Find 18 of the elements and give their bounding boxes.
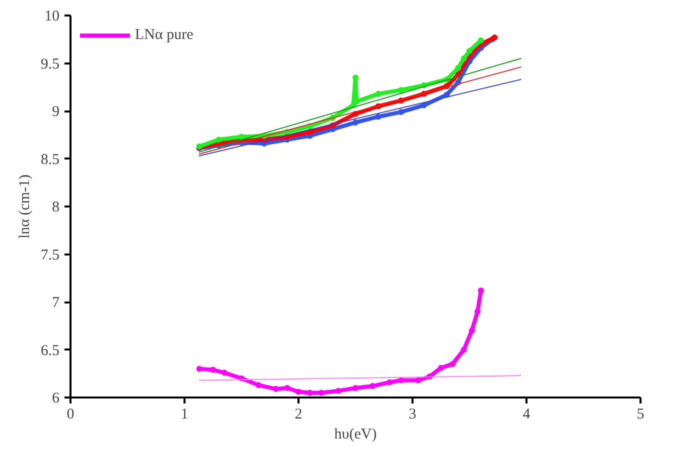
x-tick-label: 0 — [66, 406, 74, 422]
y-tick-label: 8 — [52, 200, 60, 216]
y-tick-label: 9.5 — [40, 56, 60, 72]
x-tick-label: 2 — [294, 406, 302, 422]
x-tick-label: 3 — [408, 406, 416, 422]
y-tick-label: 6.5 — [40, 342, 60, 359]
y-tick-label: 8.5 — [40, 152, 60, 168]
x-tick-label: 4 — [522, 406, 531, 422]
y-tick-label: 7.5 — [40, 247, 60, 264]
x-tick-label: 1 — [180, 406, 188, 422]
y-tick-label: 6 — [52, 390, 60, 406]
x-axis-title: hυ(eV) — [334, 426, 377, 442]
y-axis-title: lnα (cm-1) — [16, 174, 33, 239]
legend-label: LNα pure — [135, 26, 194, 44]
x-tick-label: 5 — [636, 406, 644, 422]
y-tick-label: 10 — [44, 8, 60, 24]
y-tick-label: 7 — [52, 295, 60, 311]
y-tick-label: 9 — [52, 104, 60, 120]
